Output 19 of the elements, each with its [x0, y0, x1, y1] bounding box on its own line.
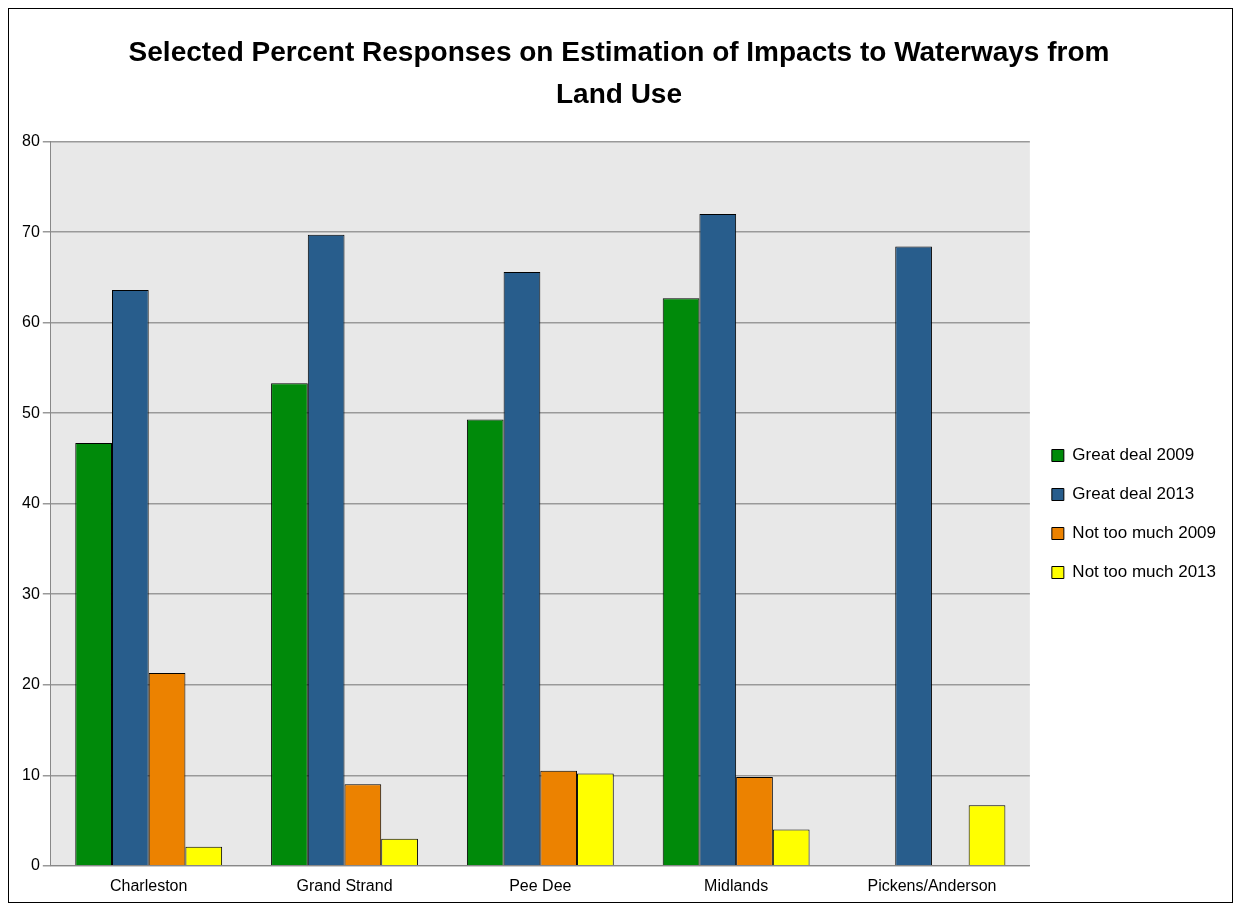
y-tick-label: 60	[22, 313, 40, 331]
legend-label: Great deal 2009	[1072, 445, 1195, 465]
legend-label: Great deal 2013	[1072, 484, 1195, 504]
y-tick-label: 10	[22, 765, 40, 783]
y-tick-label: 20	[22, 675, 40, 693]
y-tick-label: 80	[22, 132, 40, 150]
legend-label: Not too much 2013	[1072, 562, 1217, 582]
x-tick-label: Pickens/Anderson	[867, 876, 997, 894]
y-tick-label: 50	[22, 403, 40, 421]
x-tick-label: Grand Strand	[296, 876, 393, 894]
x-tick-label: Charleston	[110, 876, 188, 894]
y-tick-label: 40	[22, 494, 40, 512]
x-tick-label: Midlands	[704, 876, 769, 894]
legend-label: Not too much 2009	[1072, 523, 1217, 543]
y-tick-label: 70	[22, 222, 40, 240]
y-tick-label: 30	[22, 584, 40, 602]
x-tick-label: Pee Dee	[509, 876, 572, 894]
chart-title: Selected Percent Responses on Estimation of Impacts to Waterways from Land Use	[127, 35, 1111, 111]
y-tick-label: 0	[30, 856, 40, 874]
